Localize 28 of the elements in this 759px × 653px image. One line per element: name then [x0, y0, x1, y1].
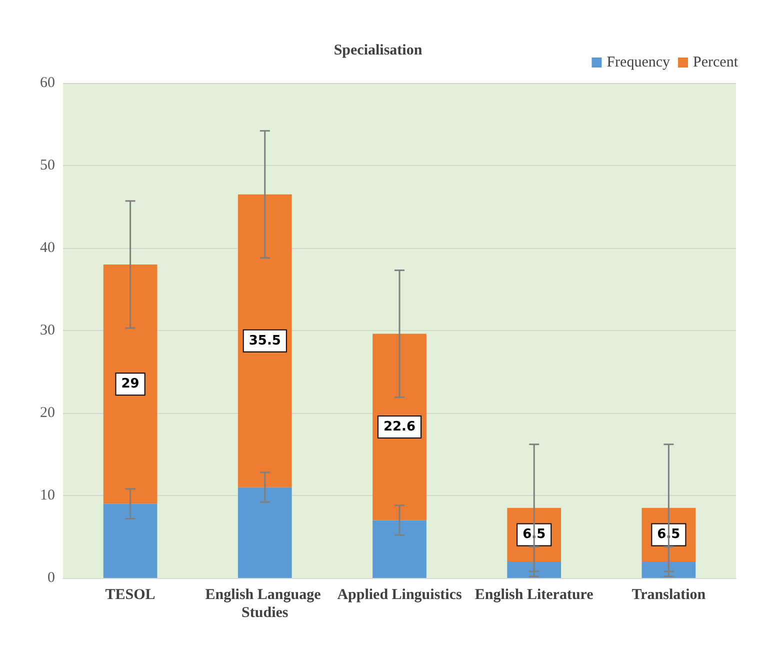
x-tick-label: English Language Studies — [205, 587, 325, 621]
y-tick-label: 60 — [40, 75, 55, 91]
legend-label: Percent — [693, 54, 739, 70]
x-tick-label: Translation — [632, 587, 706, 603]
legend-label: Frequency — [606, 54, 671, 70]
x-tick-label: Applied Linguistics — [337, 587, 462, 603]
y-tick-label: 10 — [40, 488, 55, 504]
bar — [372, 520, 426, 578]
y-tick-label: 0 — [48, 570, 55, 586]
y-tick-label: 20 — [40, 405, 55, 421]
y-tick-label: 40 — [40, 240, 55, 256]
data-label: 35.5 — [248, 333, 281, 348]
bar — [642, 562, 696, 578]
data-label: 29 — [121, 376, 140, 392]
data-label: 6.5 — [657, 527, 680, 542]
bar — [507, 562, 562, 578]
y-tick-label: 50 — [40, 158, 55, 174]
bar — [238, 194, 292, 488]
chart-title: Specialisation — [334, 42, 423, 58]
bar — [372, 334, 426, 520]
bar — [103, 264, 158, 504]
x-tick-label: English Literature — [474, 587, 594, 603]
bar — [238, 487, 292, 578]
data-label: 22.6 — [383, 420, 416, 435]
y-tick-label: 30 — [40, 322, 55, 338]
bar — [103, 504, 158, 578]
x-tick-label: TESOL — [105, 587, 156, 603]
data-label: 6.5 — [522, 527, 546, 542]
